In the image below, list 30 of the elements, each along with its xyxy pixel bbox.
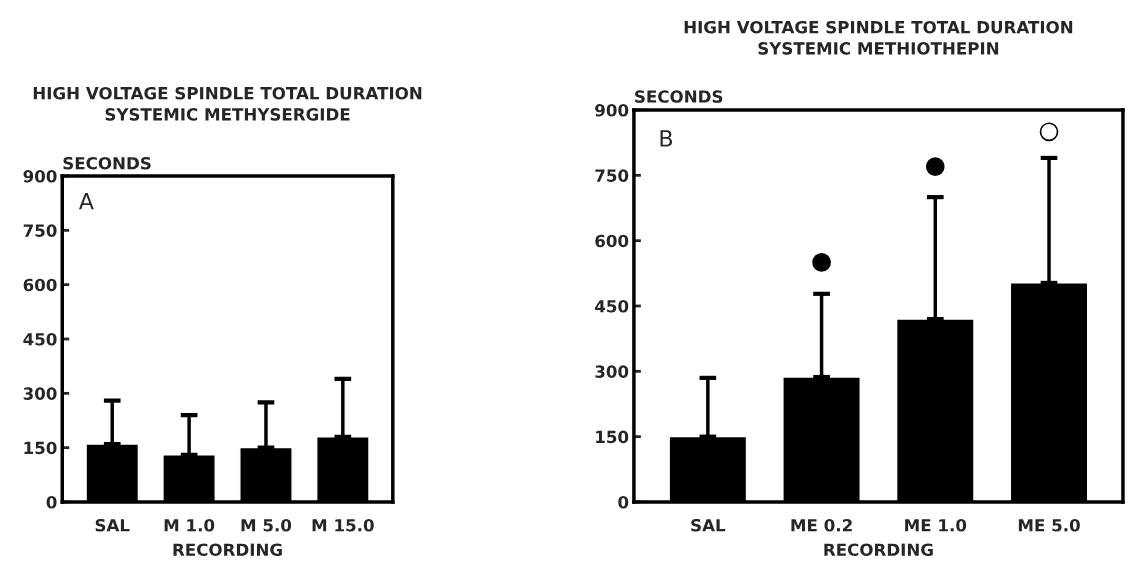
chart-title: HIGH VOLTAGE SPINDLE TOTAL DURATION SYSTEMIC METHIOTHEPIN — [684, 20, 1073, 55]
y-axis-title: SECONDS — [63, 156, 151, 170]
x-tick-label: ME 5.0 — [1018, 518, 1080, 532]
x-tick-label: M 15.0 — [312, 518, 374, 532]
y-tick-label: 150 — [24, 441, 57, 455]
x-tick-label: ME 1.0 — [905, 518, 967, 532]
x-tick-label: M 1.0 — [164, 518, 215, 532]
x-tick-label: ME 0.2 — [791, 518, 852, 532]
chart-title: HIGH VOLTAGE SPINDLE TOTAL DURATION SYSTEMIC METHYSERGIDE — [33, 86, 422, 121]
x-tick-label: M 5.0 — [241, 518, 292, 532]
x-tick-label: SAL — [95, 518, 130, 532]
y-tick-label: 750 — [595, 169, 629, 182]
y-tick-label: 450 — [23, 332, 57, 346]
y-tick-label: 900 — [595, 103, 629, 117]
y-tick-label: 600 — [595, 234, 629, 248]
y-tick-label: 450 — [595, 299, 629, 313]
x-tick-label: SAL — [691, 518, 726, 532]
x-axis-title: RECORDING — [824, 543, 933, 557]
y-axis-title: SECONDS — [635, 90, 723, 103]
annotation: B — [660, 130, 673, 147]
y-tick-label: 0 — [618, 495, 629, 509]
y-tick-label: 300 — [23, 387, 57, 400]
y-tick-label: 750 — [23, 224, 57, 237]
x-axis-title: RECORDING — [173, 543, 282, 557]
annotation: A — [78, 193, 94, 210]
y-tick-label: 600 — [23, 278, 57, 292]
y-tick-label: 900 — [23, 169, 57, 183]
y-tick-label: 300 — [595, 365, 629, 378]
y-tick-label: 150 — [596, 430, 629, 444]
y-tick-label: 0 — [46, 495, 57, 509]
